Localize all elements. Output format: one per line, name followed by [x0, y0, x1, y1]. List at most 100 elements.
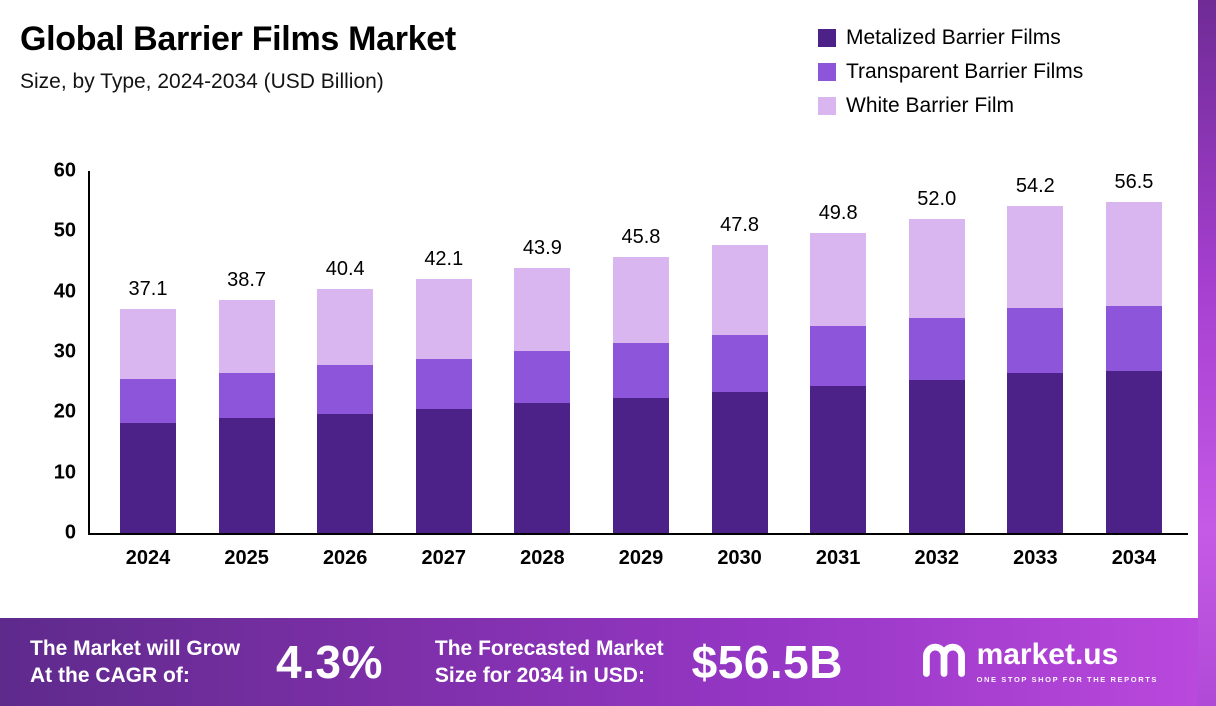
chart-title: Global Barrier Films Market	[20, 20, 456, 58]
legend-item-transparent-barrier-films: Transparent Barrier Films	[818, 60, 1083, 84]
bar-segment-transparent-barrier-films	[810, 326, 867, 386]
bar-total-label: 56.5	[1114, 171, 1154, 193]
bar-segment-transparent-barrier-films	[317, 365, 374, 414]
bar-total-label: 49.8	[818, 201, 858, 224]
bar-group: 38.7 2025	[218, 171, 275, 569]
market-us-logo-icon	[921, 642, 967, 683]
x-axis-label: 2026	[322, 547, 368, 569]
cagr-value: 4.3%	[276, 636, 383, 688]
y-tick-label: 40	[53, 280, 76, 303]
x-axis-label: 2034	[1111, 547, 1157, 569]
brand-text: market.us ONE STOP SHOP FOR THE REPORTS	[976, 638, 1158, 685]
y-axis: 0 10 20 30 40 50 60	[36, 160, 88, 544]
bar-stack	[908, 219, 965, 533]
bar-total-label: 45.8	[621, 225, 661, 248]
bar-segment-white-barrier-film	[612, 256, 669, 343]
legend-swatch-icon	[818, 29, 836, 47]
bar-segment-white-barrier-film	[1105, 202, 1162, 306]
bar-group: 45.8 2029	[612, 171, 669, 569]
bar-segment-white-barrier-film	[317, 289, 374, 366]
x-axis-label: 2031	[815, 547, 861, 569]
y-tick-label: 20	[53, 400, 76, 423]
bar-group: 42.1 2027	[415, 171, 472, 569]
legend-swatch-icon	[818, 63, 836, 81]
cagr-label-line2: At the CAGR of:	[30, 664, 190, 687]
cagr-label-line1: The Market will Grow	[30, 636, 241, 660]
x-axis-label: 2025	[224, 547, 269, 569]
bar-total-label: 40.4	[325, 258, 365, 281]
legend-item-white-barrier-film: White Barrier Film	[818, 94, 1083, 118]
bar-segment-metalized-barrier-films	[810, 385, 867, 533]
x-axis-label: 2033	[1013, 547, 1058, 569]
bar-total-label: 42.1	[424, 248, 464, 270]
bar-segment-white-barrier-film	[1007, 206, 1064, 308]
bar-segment-metalized-barrier-films	[612, 397, 669, 533]
bar-total-label: 47.8	[720, 213, 760, 236]
bar-segment-white-barrier-film	[514, 268, 571, 351]
bar-segment-white-barrier-film	[711, 244, 768, 335]
bar-stack	[218, 299, 275, 533]
bar-segment-transparent-barrier-films	[612, 342, 669, 398]
bar-stack	[317, 289, 374, 533]
legend-label: White Barrier Film	[846, 94, 1015, 117]
bar-total-label: 54.2	[1015, 175, 1055, 197]
bar-group: 40.4 2026	[317, 171, 374, 569]
forecast-label-line1: The Forecasted Market	[434, 636, 664, 660]
bar-total-label: 43.9	[522, 237, 562, 260]
bar-group: 43.9 2028	[514, 171, 571, 569]
bar-stack	[1105, 202, 1162, 533]
footer-banner: The Market will Grow At the CAGR of: 4.3…	[0, 618, 1216, 706]
bar-segment-transparent-barrier-films	[120, 379, 176, 424]
x-axis-label: 2028	[520, 547, 565, 569]
bar-segment-metalized-barrier-films	[514, 403, 571, 533]
y-tick-label: 30	[53, 340, 76, 363]
legend-swatch-icon	[818, 97, 836, 115]
bar-stack	[711, 244, 768, 533]
brand-name: market.us	[976, 638, 1119, 671]
cagr-label: The Market will Grow At the CAGR of:	[30, 635, 240, 690]
bar-stack	[612, 256, 669, 533]
chart-subtitle: Size, by Type, 2024-2034 (USD Billion)	[20, 70, 384, 93]
x-axis-label: 2027	[421, 547, 467, 569]
bar-segment-transparent-barrier-films	[711, 334, 768, 392]
x-axis-label: 2029	[618, 547, 664, 569]
plot-area: 37.1 2024 38.7 2025 40.4 2026 42.1 2027 43.9 2028…	[88, 171, 1188, 569]
legend-label: Metalized Barrier Films	[846, 26, 1061, 49]
x-axis-label: 2032	[914, 547, 960, 569]
bar-segment-white-barrier-film	[218, 299, 275, 373]
bar-segment-metalized-barrier-films	[908, 379, 965, 533]
bar-segment-white-barrier-film	[415, 279, 472, 359]
bar-segment-transparent-barrier-films	[415, 358, 472, 409]
bar-segment-metalized-barrier-films	[120, 423, 176, 533]
bar-segment-white-barrier-film	[120, 309, 176, 380]
stacked-bar-chart: 0 10 20 30 40 50 60 37.1 2024 38.7 2025 40.4 2026 42…	[36, 160, 1188, 569]
bar-group: 54.2 2033	[1007, 171, 1064, 569]
bar-segment-white-barrier-film	[810, 232, 867, 327]
brand-tagline: ONE STOP SHOP FOR THE REPORTS	[976, 675, 1158, 684]
bar-segment-transparent-barrier-films	[218, 372, 275, 419]
bar-group: 56.5 2034	[1105, 171, 1162, 569]
bar-stack	[120, 309, 176, 533]
bar-segment-metalized-barrier-films	[1007, 373, 1064, 533]
y-tick-label: 60	[53, 159, 76, 182]
bar-segment-metalized-barrier-films	[415, 408, 472, 533]
bar-segment-metalized-barrier-films	[218, 418, 275, 533]
bar-segment-transparent-barrier-films	[1007, 307, 1064, 374]
legend: Metalized Barrier Films Transparent Barri…	[818, 26, 1083, 118]
bar-group: 47.8 2030	[711, 171, 768, 569]
bar-segment-white-barrier-film	[908, 219, 965, 318]
bar-group: 49.8 2031	[810, 171, 867, 569]
bar-segment-transparent-barrier-films	[908, 317, 965, 380]
chart-header: Global Barrier Films Market Size, by Typ…	[20, 20, 456, 94]
market-us-logo: market.us ONE STOP SHOP FOR THE REPORTS	[921, 640, 1158, 684]
bar-segment-metalized-barrier-films	[1105, 371, 1162, 533]
forecast-value: $56.5B	[691, 636, 843, 688]
bar-segment-transparent-barrier-films	[514, 350, 571, 404]
bar-stack	[810, 232, 867, 533]
bar-group: 52.0 2032	[908, 171, 965, 569]
y-tick-label: 50	[53, 219, 76, 242]
bar-total-label: 52.0	[917, 188, 957, 211]
bar-total-label: 37.1	[128, 278, 168, 301]
forecast-label-line2: Size for 2034 in USD:	[434, 664, 645, 687]
